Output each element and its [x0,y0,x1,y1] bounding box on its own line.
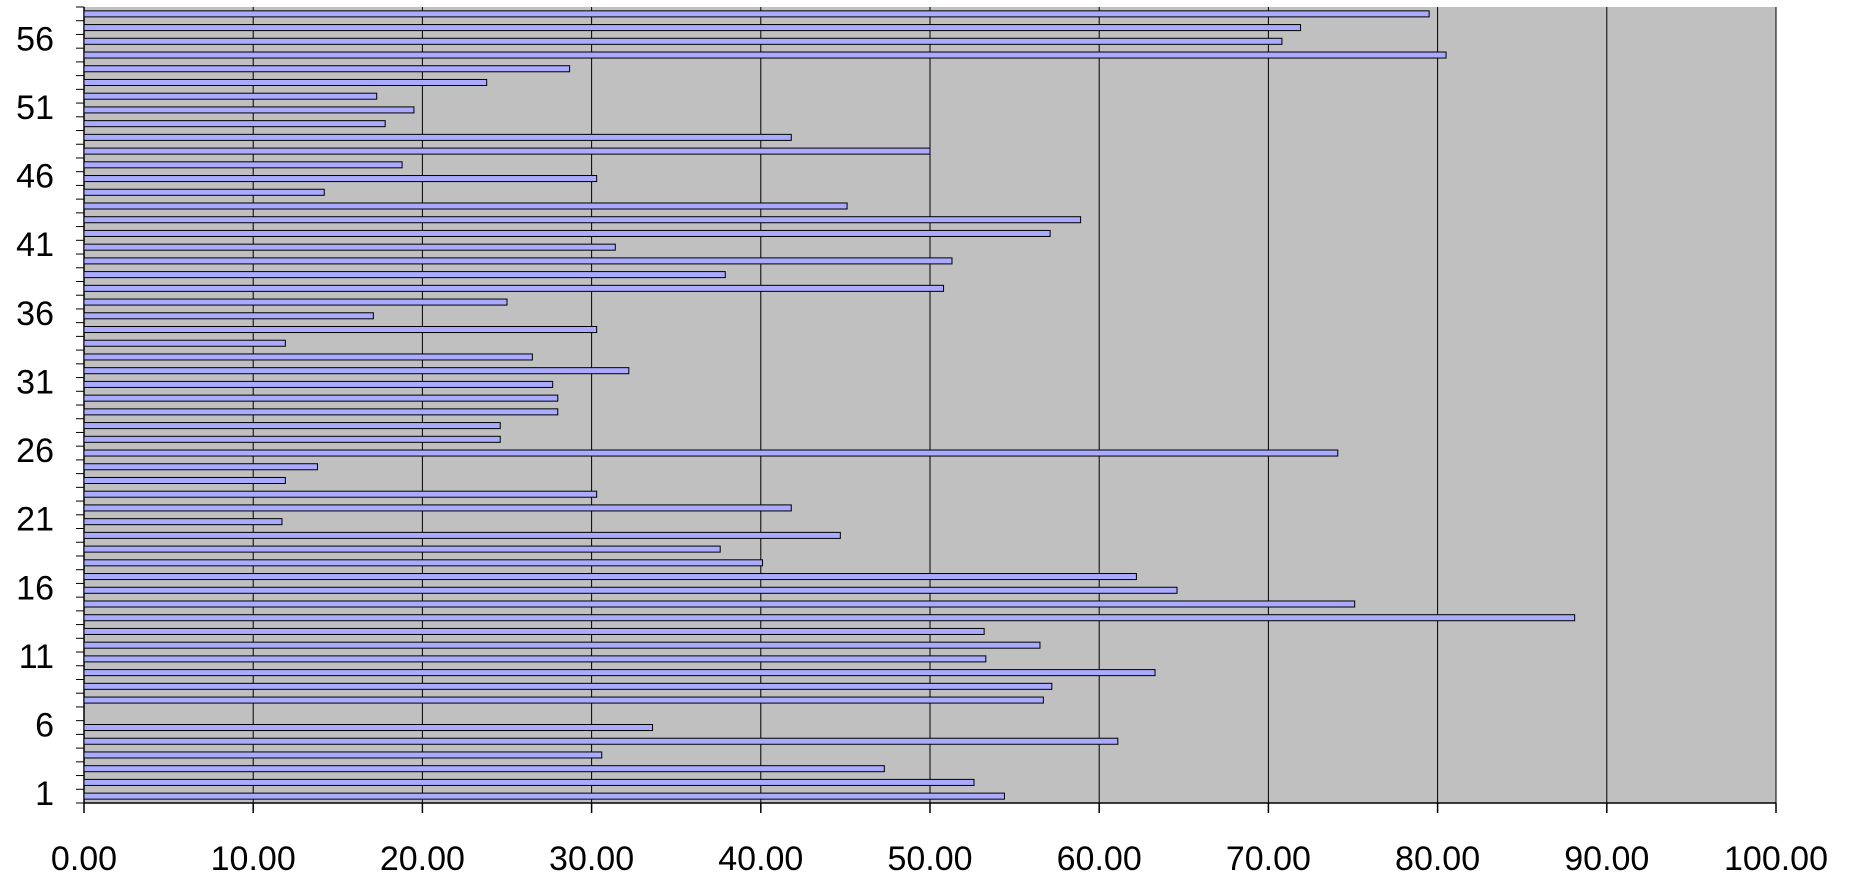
bar [83,78,488,87]
bar [83,408,559,416]
bar [83,463,318,471]
bar [83,106,415,114]
x-tick-label: 80.00 [1395,840,1480,878]
bar [83,778,975,786]
x-tick-label: 30.00 [549,840,634,878]
bar [83,147,931,155]
x-tick-label: 0.00 [51,840,117,878]
bar [83,449,1339,457]
bar [83,271,726,279]
bar [83,476,286,485]
x-tick-label: 50.00 [887,840,972,878]
bar [83,641,1041,649]
bar [83,133,792,141]
bar [83,188,325,196]
bar [83,518,283,526]
bar [83,257,953,265]
bar [83,490,598,498]
bar [83,24,1302,32]
bar [83,120,386,128]
x-tick-label: 70.00 [1226,840,1311,878]
bar [83,325,598,334]
bar [83,367,630,375]
x-tick-label: 90.00 [1564,840,1649,878]
bar [83,92,378,100]
y-tick-label: 26 [16,432,54,470]
x-tick-label: 10.00 [211,840,296,878]
bar [83,394,559,402]
bar [83,202,848,210]
bar [83,229,1051,237]
bar [83,669,1156,677]
bar [83,559,763,567]
bar [83,792,1005,800]
bar [83,614,1576,622]
bar [83,682,1053,690]
x-tick-label: 60.00 [1057,840,1142,878]
bar [83,65,571,73]
bar [83,284,945,292]
bar [83,435,501,443]
bar [83,175,598,183]
bar [83,765,885,773]
bar [83,161,403,169]
x-tick-label: 20.00 [380,840,465,878]
bar [83,723,654,732]
bar [83,600,1356,608]
y-tick-label: 21 [16,501,54,539]
bar [83,243,616,251]
bar [83,737,1119,745]
bar [83,696,1044,704]
bar [83,586,1178,594]
y-tick-label: 31 [16,363,54,401]
x-tick-label: 100.00 [1724,840,1828,878]
y-tick-label: 56 [16,20,54,58]
y-tick-label: 16 [16,569,54,607]
bar [83,531,841,539]
bar [83,380,554,388]
bar [83,545,721,553]
bar [83,312,374,320]
bar [83,353,533,361]
y-tick-label: 41 [16,226,54,264]
y-tick-label: 51 [16,89,54,127]
bar [83,10,1430,18]
bar [83,339,286,347]
x-tick-label: 40.00 [718,840,803,878]
y-tick-label: 11 [19,638,54,676]
bar [83,627,985,635]
bar [83,751,603,759]
bar [83,422,501,430]
y-tick-label: 6 [35,707,54,745]
y-tick-label: 46 [16,158,54,196]
bar [83,573,1137,581]
y-tick-label: 1 [35,775,54,813]
y-tick-label: 36 [16,295,54,333]
bar [83,504,792,512]
bar [83,51,1447,59]
bar [83,37,1283,45]
bar [83,298,508,306]
bar [83,655,987,663]
bar [83,216,1082,224]
